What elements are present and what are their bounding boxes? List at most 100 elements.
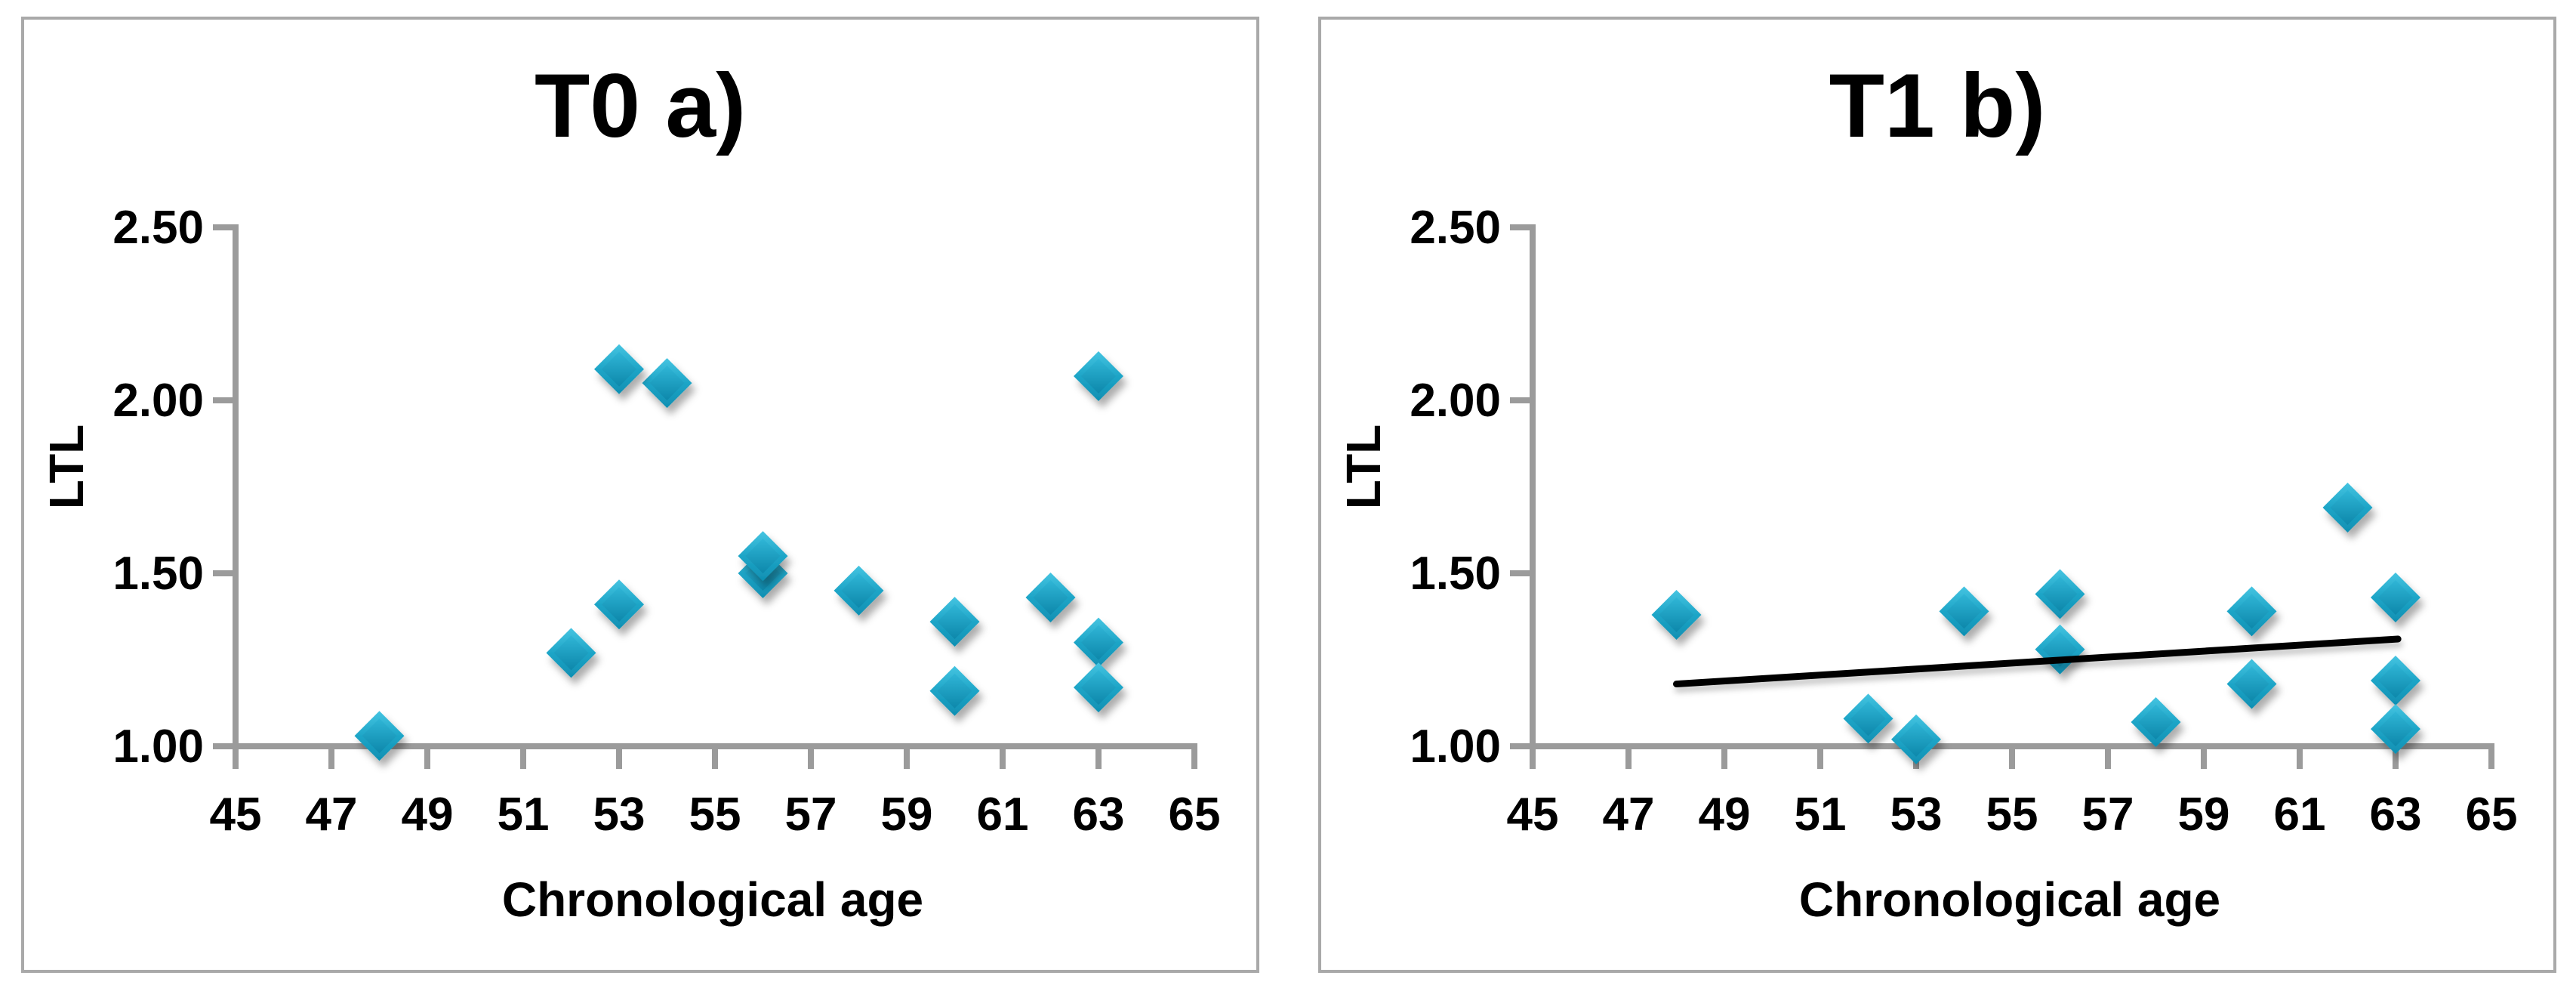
data-point <box>2226 659 2277 709</box>
data-point <box>834 565 884 616</box>
diamond-marker-bevel <box>2042 576 2078 612</box>
y-axis-title: LTL <box>39 424 94 510</box>
data-point <box>2371 655 2420 705</box>
y-tick-label: 1.50 <box>1410 548 1501 600</box>
x-tick-label: 65 <box>2466 789 2518 841</box>
data-point <box>2035 624 2085 675</box>
diamond-marker-bevel <box>2378 712 2413 747</box>
y-tick-label: 2.50 <box>1410 202 1501 254</box>
x-tick-label: 53 <box>593 789 646 841</box>
data-point <box>2371 704 2420 755</box>
axes <box>213 224 1196 769</box>
x-tick-label: 63 <box>2370 789 2422 841</box>
data-points <box>354 344 1123 761</box>
scatter-plot-t1b: 45 47 49 51 53 55 57 59 61 63 65 1.00 1.50 2.00 2.50 <box>1410 202 2518 841</box>
diamond-marker-bevel <box>362 718 397 754</box>
y-axis-ticks: 1.00 1.50 2.00 2.50 <box>1410 202 1536 773</box>
y-tick-label: 1.00 <box>112 721 204 773</box>
y-tick-label: 1.00 <box>1410 721 1501 773</box>
data-points <box>1651 482 2420 764</box>
data-point <box>1891 714 1941 764</box>
x-axis-title: Chronological age <box>1798 872 2221 927</box>
x-tick-label: 59 <box>2178 789 2230 841</box>
diamond-marker-bevel <box>937 673 972 709</box>
x-tick-label: 55 <box>689 789 741 841</box>
x-tick-label: 53 <box>1890 789 1943 841</box>
diamond-marker-bevel <box>2330 489 2365 525</box>
data-point <box>642 358 692 409</box>
diamond-marker-bevel <box>2234 594 2269 629</box>
x-tick-label: 61 <box>2274 789 2326 841</box>
x-tick-label: 63 <box>1073 789 1125 841</box>
data-point <box>1843 693 1893 744</box>
data-point <box>1074 662 1123 713</box>
data-point <box>2371 573 2420 623</box>
x-tick-label: 49 <box>402 789 454 841</box>
data-point <box>738 531 788 582</box>
x-tick-label: 45 <box>210 789 262 841</box>
x-tick-label: 49 <box>1699 789 1751 841</box>
diamond-marker-bevel <box>745 539 781 574</box>
data-point <box>1651 589 1702 640</box>
diamond-marker-bevel <box>602 351 636 387</box>
data-point <box>1074 350 1123 401</box>
data-point <box>929 665 980 716</box>
y-tick-label: 1.50 <box>112 548 204 600</box>
diamond-marker-bevel <box>2378 662 2413 698</box>
diamond-marker-bevel <box>1081 625 1116 660</box>
x-tick-label: 51 <box>498 789 550 841</box>
data-point <box>1939 586 1989 637</box>
chart-panel-t0a: 45 47 49 51 53 55 57 59 61 63 65 1.00 1.50 2.00 2.50 T… <box>21 17 1259 973</box>
scatter-plot-t0a: 45 47 49 51 53 55 57 59 61 63 65 1.00 1.50 2.00 2.50 <box>112 202 1221 841</box>
x-tick-label: 57 <box>785 789 837 841</box>
diamond-marker-bevel <box>602 587 636 622</box>
trendline <box>1673 635 2402 688</box>
x-axis-ticks: 45 47 49 51 53 55 57 59 61 63 65 <box>210 743 1221 841</box>
chart-title: T1 b) <box>1829 55 2046 156</box>
x-axis-title: Chronological age <box>501 872 924 927</box>
data-point <box>594 579 644 630</box>
x-axis-ticks: 45 47 49 51 53 55 57 59 61 63 65 <box>1507 743 2518 841</box>
data-point <box>2131 696 2181 747</box>
data-point <box>929 597 980 647</box>
chart-panel-t1b: 45 47 49 51 53 55 57 59 61 63 65 1.00 1.50 2.00 2.50 T… <box>1318 17 2556 973</box>
x-tick-label: 51 <box>1795 789 1847 841</box>
diamond-marker-bevel <box>1081 670 1116 705</box>
diamond-marker-bevel <box>649 366 685 401</box>
data-point <box>1025 573 1076 623</box>
y-axis-ticks: 1.00 1.50 2.00 2.50 <box>112 202 239 773</box>
data-point <box>2322 482 2373 533</box>
x-tick-label: 47 <box>1603 789 1655 841</box>
diamond-marker-bevel <box>1899 721 1934 757</box>
diamond-marker-bevel <box>1081 358 1116 394</box>
data-point <box>2035 569 2085 619</box>
diamond-marker-bevel <box>1033 580 1068 616</box>
y-tick-label: 2.00 <box>112 375 204 427</box>
data-point <box>594 344 644 394</box>
diamond-marker-bevel <box>1659 597 1694 632</box>
diamond-marker-bevel <box>937 604 972 640</box>
diamond-marker-bevel <box>553 635 589 671</box>
x-tick-label: 57 <box>2082 789 2134 841</box>
diamond-marker-bevel <box>2138 704 2174 739</box>
data-point <box>546 628 596 678</box>
diamond-marker-bevel <box>1946 594 1982 629</box>
x-tick-label: 65 <box>1169 789 1221 841</box>
x-tick-label: 45 <box>1507 789 1559 841</box>
diamond-marker-bevel <box>841 573 877 608</box>
diamond-marker-bevel <box>1850 701 1886 736</box>
x-tick-label: 55 <box>1986 789 2038 841</box>
y-tick-label: 2.50 <box>112 202 204 254</box>
axes <box>1510 224 2493 769</box>
x-tick-label: 47 <box>306 789 358 841</box>
chart-title: T0 a) <box>534 55 747 156</box>
x-tick-label: 61 <box>977 789 1029 841</box>
x-tick-label: 59 <box>881 789 933 841</box>
data-point <box>1074 617 1123 668</box>
data-point <box>354 711 405 761</box>
y-tick-label: 2.00 <box>1410 375 1501 427</box>
diamond-marker-bevel <box>2234 666 2269 702</box>
y-axis-title: LTL <box>1336 424 1391 510</box>
data-point <box>2226 586 2277 637</box>
